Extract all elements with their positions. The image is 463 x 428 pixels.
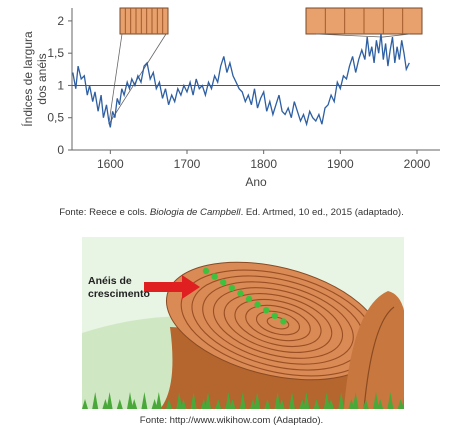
grass-blade: [397, 399, 404, 409]
grass-blade: [102, 399, 109, 409]
ring-width-chart: 0 0,5 1 1,5 2 1600 1700 1800 1900 2000 Ano Índice…: [20, 7, 440, 189]
grass-blade: [274, 392, 281, 409]
ring-markers: [202, 267, 287, 325]
grass-blade: [373, 392, 379, 409]
grass-blade: [303, 392, 310, 409]
grass-blade: [377, 399, 384, 409]
y-tick-label: 0: [57, 143, 64, 157]
grass-blade: [176, 392, 183, 409]
grass-blade: [205, 392, 211, 409]
grass-blade: [225, 392, 232, 409]
ring-marker-dot: [263, 307, 270, 314]
second-stump: [344, 291, 406, 409]
grass-blade: [348, 399, 355, 409]
ring-marker-dot: [211, 273, 218, 280]
y-tick-label: 1,5: [47, 46, 64, 60]
grass-blade: [141, 392, 148, 409]
grass-blade: [254, 392, 261, 409]
y-axis-label-line-2: dos anéis: [35, 53, 49, 104]
ring-marker-dot: [280, 318, 287, 325]
x-tick-label: 1800: [250, 157, 277, 171]
second-stump-ring: [363, 306, 395, 410]
ring-marker-dot: [228, 284, 235, 291]
growth-ring: [266, 316, 290, 330]
y-axis-label: Índices de largura dos anéis: [20, 31, 49, 127]
chart-axes: [71, 8, 440, 151]
x-axis-label: Ano: [245, 175, 267, 189]
x-tick-label: 1900: [327, 157, 354, 171]
grass-blade: [131, 399, 138, 409]
chart-ticks: 0 0,5 1 1,5 2 1600 1700 1800 1900 2000: [47, 14, 430, 171]
caption-1-pre: Fonte: Reece e cols.: [59, 207, 150, 218]
ring-marker-dot: [237, 290, 244, 297]
stump-drawing: [82, 237, 408, 410]
grass-blade: [352, 392, 359, 409]
caption-1-book-title: Biologia de Campbell: [149, 207, 241, 218]
tree-stump-illustration: Anéis de crescimento: [82, 237, 408, 410]
grass-blade: [289, 392, 295, 409]
grass-blade: [116, 399, 123, 409]
y-tick-label: 2: [57, 14, 64, 28]
ring-marker-dot: [254, 301, 261, 308]
grass-blade: [229, 399, 236, 409]
grass-blade: [200, 399, 207, 409]
grass-blade: [92, 392, 99, 409]
grass-blade: [82, 399, 88, 409]
grass-blade: [387, 392, 394, 409]
y-tick-label: 1: [57, 78, 64, 92]
grass-blade: [166, 399, 172, 409]
x-tick-label: 1600: [97, 157, 124, 171]
grass-blade: [239, 392, 246, 409]
x-tick-label: 2000: [404, 157, 431, 171]
grass-blade: [180, 399, 187, 409]
ring-marker-dot: [202, 267, 210, 275]
growth-ring: [234, 298, 322, 348]
growth-ring: [212, 287, 344, 359]
grass-blade: [151, 399, 158, 409]
grass-blade: [278, 399, 285, 409]
y-axis-label-line-1: Índices de largura: [20, 31, 35, 127]
grass-blade: [323, 392, 330, 409]
grass: [82, 392, 408, 409]
chart-source-caption: Fonte: Reece e cols. Biologia de Campbel…: [0, 207, 463, 218]
wide-rings-inset: [305, 7, 423, 35]
growth-rings-label-line-2: crescimento: [88, 288, 150, 300]
grass-blade: [250, 399, 256, 409]
ring-marker-dot: [220, 279, 227, 286]
grass-blade: [190, 392, 197, 409]
grass-blade: [155, 392, 162, 409]
grass-blade: [215, 399, 222, 409]
growth-rings-label: Anéis de crescimento: [88, 275, 150, 301]
pointer-arrow: [144, 275, 200, 299]
series-line: [72, 33, 410, 128]
ring-marker-dot: [271, 312, 278, 319]
illustration-source-caption: Fonte: http://www.wikihow.com (Adaptado)…: [139, 415, 324, 426]
ring-marker-dot: [245, 295, 253, 303]
narrow-rings-inset: [119, 7, 169, 35]
grass-blade: [106, 392, 113, 409]
inset-connector: [315, 33, 411, 38]
growth-ring: [255, 310, 301, 336]
grass-blade: [328, 399, 334, 409]
grass-blade: [313, 399, 320, 409]
grass-blade: [299, 399, 306, 409]
growth-ring: [223, 293, 333, 353]
y-tick-label: 0,5: [47, 111, 64, 125]
grass-blade: [264, 399, 271, 409]
growth-ring: [202, 281, 354, 365]
caption-1-post: . Ed. Artmed, 10 ed., 2015 (adaptado).: [240, 207, 404, 218]
tree-ring-insets: [108, 7, 423, 125]
grass-blade: [338, 392, 345, 409]
grass-blade: [127, 392, 133, 409]
growth-rings-label-line-1: Anéis de: [88, 275, 132, 287]
x-tick-label: 1700: [174, 157, 201, 171]
growth-ring: [245, 304, 311, 342]
grass-blade: [362, 399, 369, 409]
